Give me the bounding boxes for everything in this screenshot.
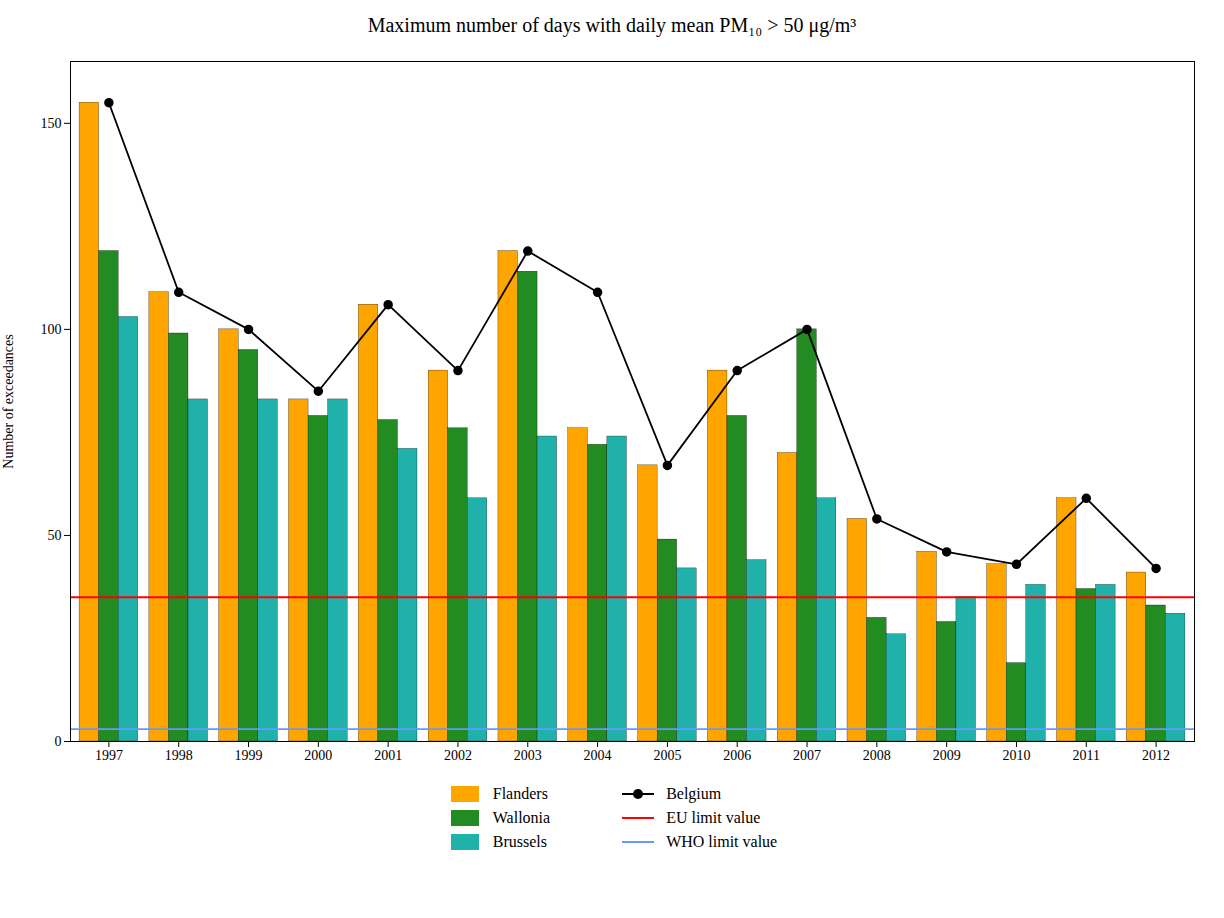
svg-text:2004: 2004 <box>584 748 612 763</box>
svg-text:2001: 2001 <box>374 748 402 763</box>
svg-text:2005: 2005 <box>653 748 681 763</box>
svg-text:2008: 2008 <box>863 748 891 763</box>
svg-text:150: 150 <box>41 116 62 131</box>
svg-text:1997: 1997 <box>95 748 123 763</box>
svg-text:2009: 2009 <box>933 748 961 763</box>
svg-text:2007: 2007 <box>793 748 821 763</box>
svg-text:0: 0 <box>55 734 62 749</box>
html-text:Wallonia: Wallonia <box>492 809 551 826</box>
svg-text:2011: 2011 <box>1073 748 1100 763</box>
svg-text:2003: 2003 <box>514 748 542 763</box>
html-text:Brussels: Brussels <box>492 833 547 850</box>
html-text:EU limit value: EU limit value <box>666 809 761 826</box>
html-text:Belgium: Belgium <box>666 785 722 802</box>
svg-text:1999: 1999 <box>235 748 263 763</box>
svg-text:2002: 2002 <box>444 748 472 763</box>
html-text:Maximum number of days with da: Maximum number of days with daily mean P… <box>367 14 857 36</box>
svg-text:50: 50 <box>48 528 62 543</box>
svg-text:100: 100 <box>41 322 62 337</box>
html-text:Flanders: Flanders <box>492 785 548 802</box>
svg-text:2006: 2006 <box>723 748 751 763</box>
svg-text:2012: 2012 <box>1142 748 1170 763</box>
html-text:WHO limit value: WHO limit value <box>666 833 778 850</box>
svg-text:Number of exceedances: Number of exceedances <box>1 334 16 468</box>
svg-text:1998: 1998 <box>165 748 193 763</box>
svg-text:2000: 2000 <box>304 748 332 763</box>
svg-text:2010: 2010 <box>1002 748 1030 763</box>
